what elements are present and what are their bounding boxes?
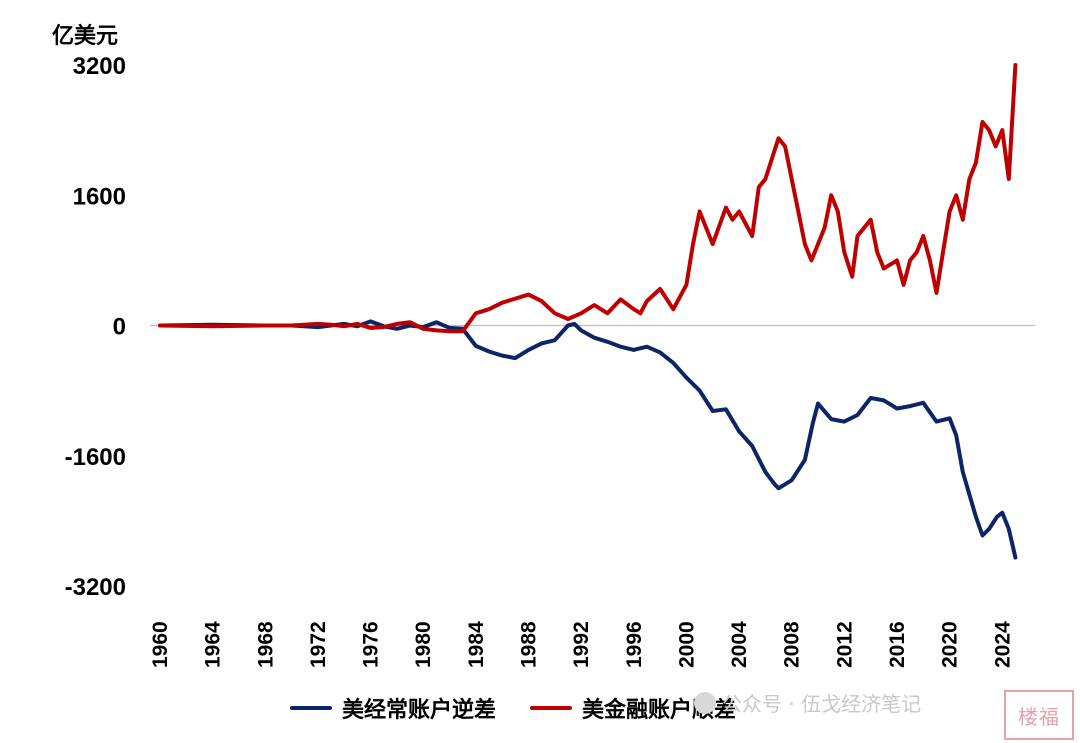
x-tick-label: 2012	[833, 621, 856, 668]
y-tick-label: -1600	[65, 444, 126, 471]
x-tick-label: 2000	[675, 621, 698, 668]
x-tick-label: 1972	[307, 621, 330, 668]
x-tick-label: 1976	[360, 621, 383, 668]
x-tick-label: 1992	[570, 621, 593, 668]
x-tick-label: 1988	[517, 621, 540, 668]
y-tick-label: -3200	[65, 574, 126, 601]
chart-legend: 美经常账户逆差 美金融账户顺差	[290, 692, 736, 724]
x-tick-label: 1968	[254, 621, 277, 668]
legend-item-current-account: 美经常账户逆差	[290, 692, 496, 724]
series-line-current-account	[158, 319, 1018, 560]
watermark-stamp: 楼福	[1004, 690, 1074, 740]
x-tick-label: 1964	[202, 621, 225, 668]
x-tick-label: 2024	[991, 621, 1014, 668]
x-tick-label: 2016	[886, 621, 909, 668]
watermark-text: 公众号 · 伍戈经济笔记	[722, 692, 922, 716]
stamp-text: 楼福	[1018, 704, 1060, 729]
series-line-financial-account	[158, 63, 1018, 334]
x-tick-label: 1980	[412, 621, 435, 668]
y-tick-label: 1600	[73, 183, 126, 210]
x-axis-ticks: 1960 1964 1968 1972 1976 1980 1984 1988 1992 1996…	[149, 621, 1014, 668]
x-tick-label: 2004	[728, 621, 751, 668]
x-tick-label: 2008	[781, 621, 804, 668]
legend-swatch-current-account	[290, 706, 332, 710]
x-tick-label: 1984	[465, 621, 488, 668]
y-axis-ticks: 3200 1600 0 -1600 -3200	[65, 53, 126, 601]
legend-label-current-account: 美经常账户逆差	[342, 698, 497, 723]
x-tick-label: 1996	[623, 621, 646, 668]
y-tick-label: 0	[113, 314, 126, 341]
y-axis-unit-label: 亿美元	[52, 24, 119, 49]
watermark: 公众号 · 伍戈经济笔记	[694, 688, 921, 717]
legend-swatch-financial-account	[530, 706, 573, 710]
series-layer	[158, 63, 1018, 560]
wechat-icon	[694, 691, 716, 714]
x-tick-label: 2020	[939, 621, 962, 668]
y-tick-label: 3200	[73, 53, 126, 80]
x-tick-label: 1960	[149, 621, 172, 668]
